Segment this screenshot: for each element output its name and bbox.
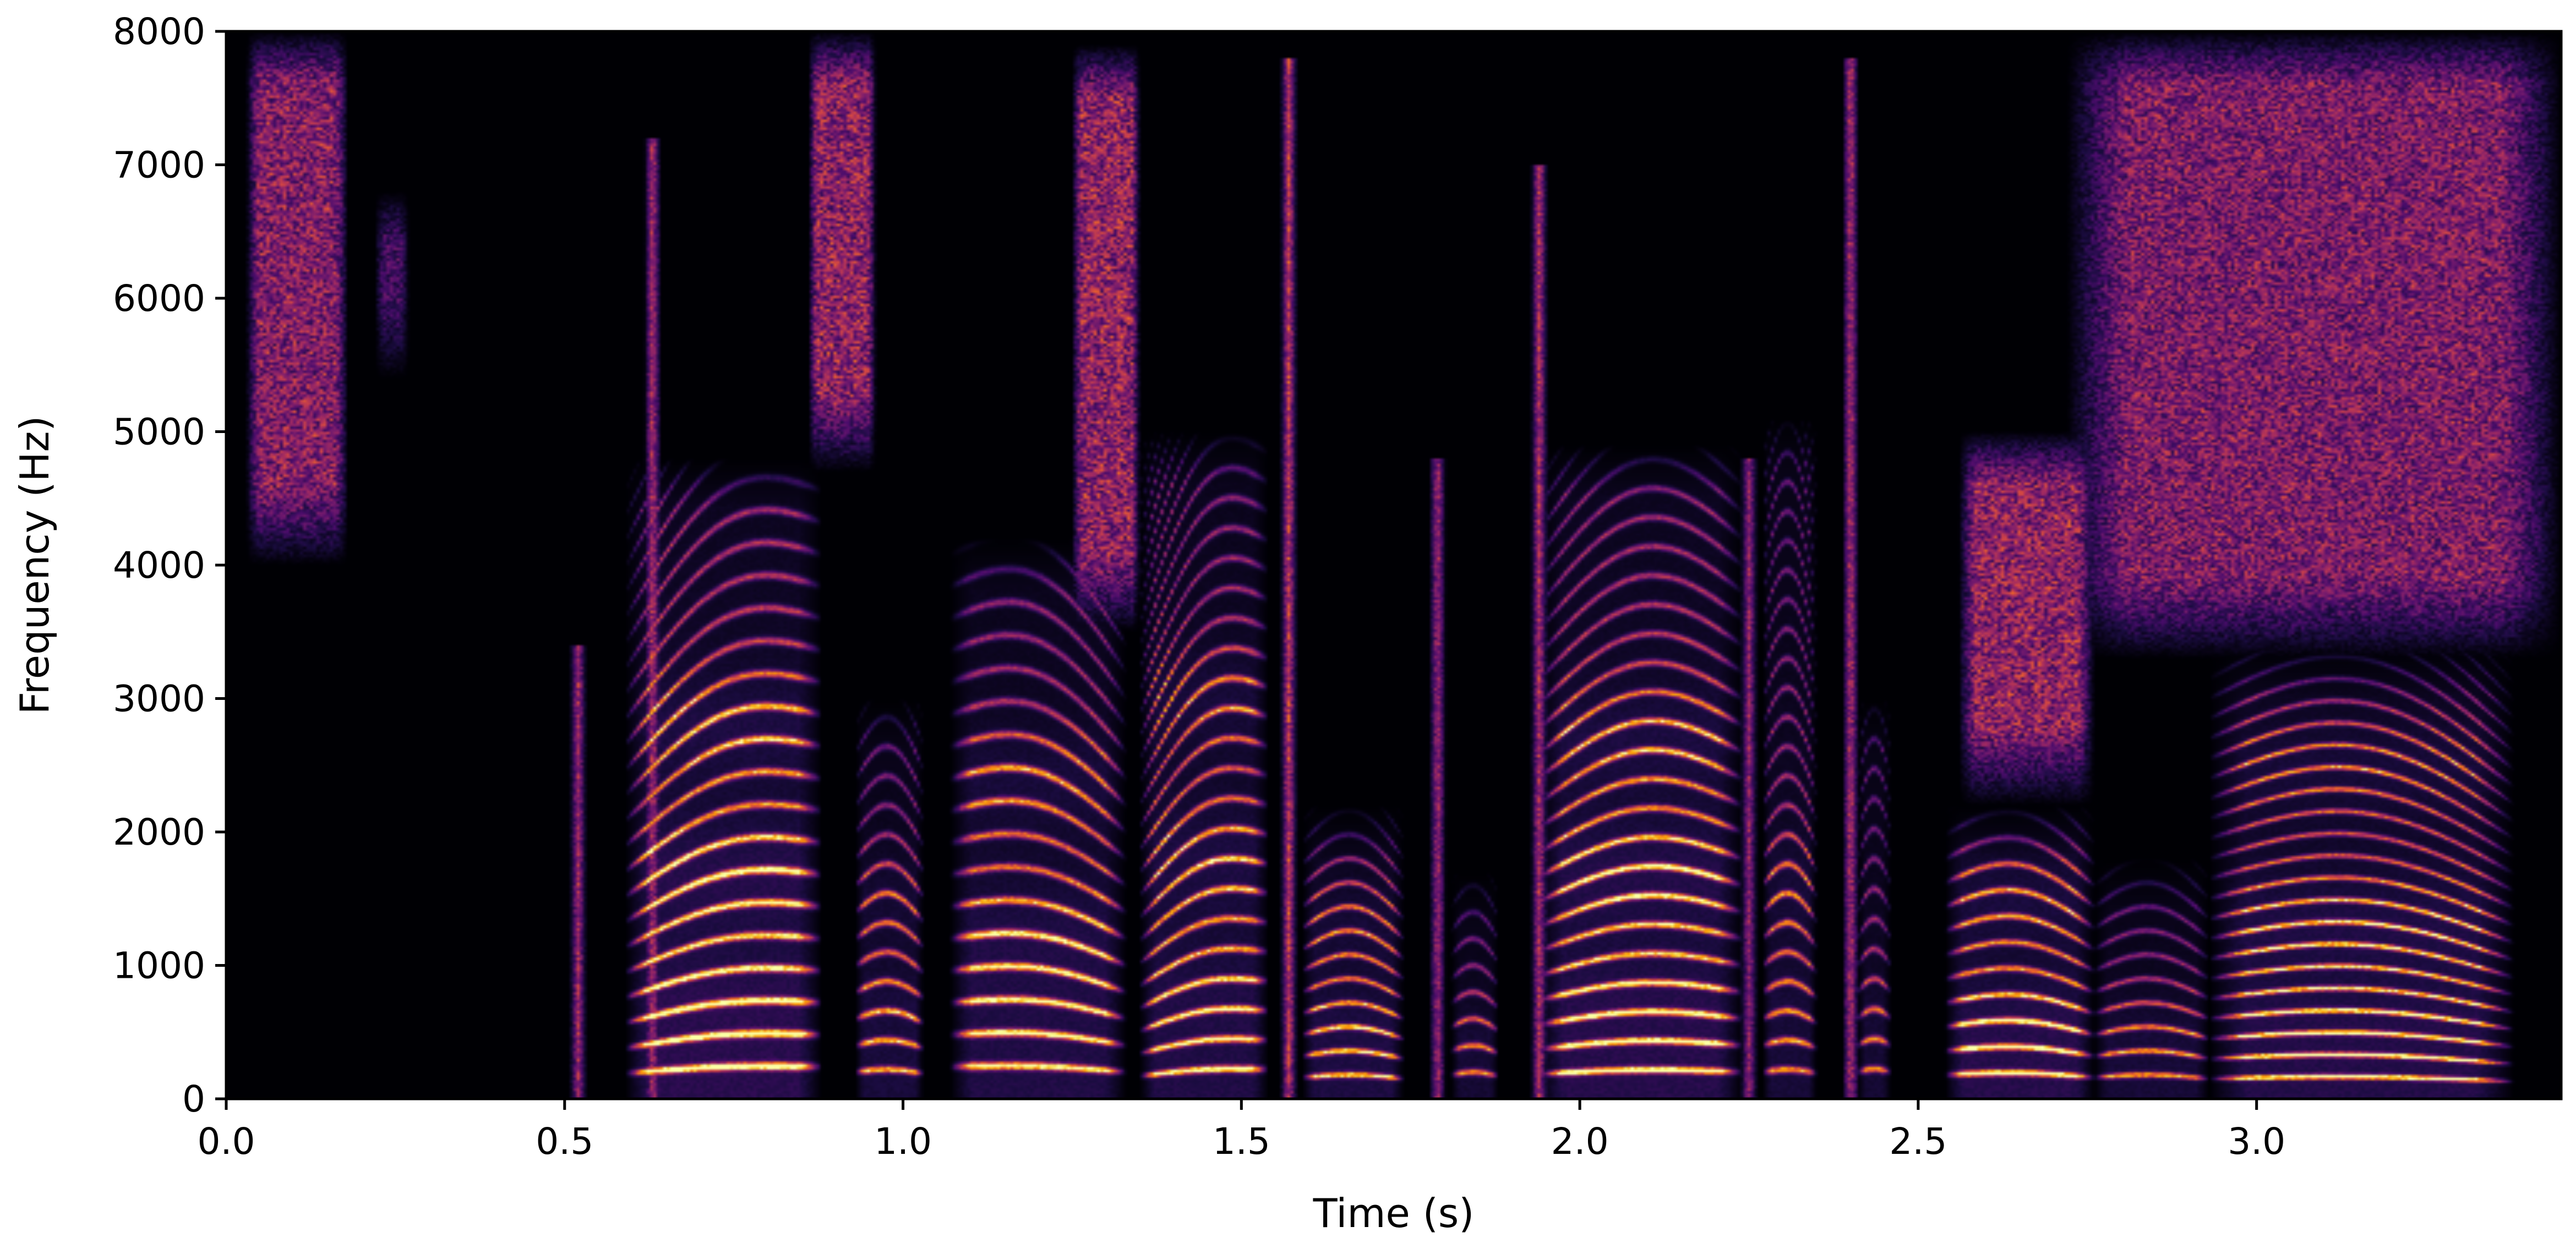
x-tick-label: 3.0 [2228,1120,2285,1163]
y-tick-label: 0 [182,1078,205,1120]
y-tick-label: 4000 [113,544,205,587]
x-tick-label: 0.5 [536,1120,593,1163]
spectrogram-heatmap [226,31,2561,1099]
spectrogram-image [226,31,2561,1099]
x-tick-label: 1.5 [1213,1120,1270,1163]
y-tick-label: 1000 [113,945,205,987]
x-tick-label: 2.0 [1551,1120,1609,1163]
x-tick-label: 1.0 [874,1120,932,1163]
y-tick-label: 7000 [113,144,205,187]
y-tick-label: 6000 [113,277,205,320]
x-axis: 0.0 0.5 1.0 1.5 2.0 2.5 3.0 [198,1099,2285,1163]
x-axis-title: Time (s) [1313,1190,1475,1236]
y-axis: 0 1000 2000 3000 4000 5000 6000 7000 8000 [113,10,226,1120]
y-tick-label: 5000 [113,411,205,453]
x-tick-label: 0.0 [198,1120,255,1163]
y-tick-label: 3000 [113,678,205,720]
y-axis-title: Frequency (Hz) [12,416,58,715]
y-tick-label: 8000 [113,10,205,53]
y-tick-label: 2000 [113,811,205,853]
x-tick-label: 2.5 [1889,1120,1947,1163]
